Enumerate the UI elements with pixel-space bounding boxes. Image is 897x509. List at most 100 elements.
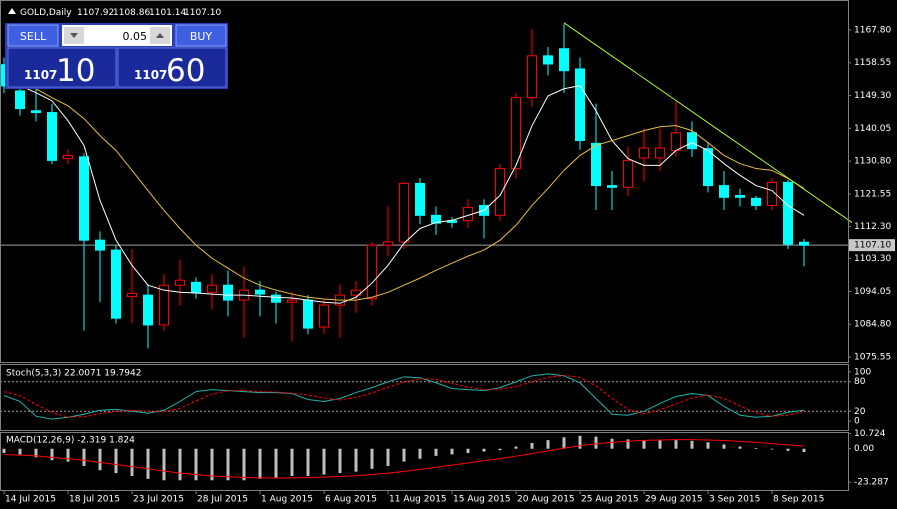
macd-bar (290, 448, 294, 476)
x-tick-label: 14 Jul 2015 (5, 495, 56, 505)
candle-body (783, 181, 793, 245)
candle-body (639, 147, 649, 159)
arrow (156, 33, 164, 38)
macd-bar (514, 446, 518, 449)
lot-value: 0.05 (123, 30, 148, 43)
buy-button[interactable] (175, 24, 227, 47)
macd-bar (34, 448, 38, 458)
ohlc-open: 1107.92 (77, 8, 114, 18)
y-tick-label: 1103.30 (854, 254, 891, 264)
candle-body (175, 279, 185, 286)
x-tick-label: 20 Aug 2015 (517, 495, 575, 505)
macd-bar (690, 440, 694, 449)
main-frame (0, 0, 849, 363)
bid-box[interactable] (7, 47, 117, 88)
candle-body (271, 294, 281, 303)
y-tick-label: 100 (854, 367, 871, 377)
macd-bar (242, 448, 246, 481)
candle-body (303, 299, 313, 329)
macd-bar (306, 448, 310, 476)
candle-body (751, 197, 761, 206)
collapse-icon (8, 8, 16, 14)
macd-bar (114, 448, 118, 474)
x-tick-label: 25 Aug 2015 (581, 495, 639, 505)
candle-body (319, 304, 329, 328)
y-tick-label: 1149.30 (854, 91, 891, 101)
sell-button[interactable] (7, 24, 59, 47)
trade-panel: SELL 0.05 BUY 1107 10 1107 60 (5, 23, 228, 89)
macd-bar (546, 440, 550, 449)
candle-body (431, 214, 441, 224)
candle-body (255, 289, 265, 295)
y-tick-label: 1130.80 (854, 157, 891, 167)
buy-label: BUY (190, 30, 213, 43)
macd-bar (626, 439, 630, 449)
candle-body (111, 249, 121, 319)
candle-body (95, 239, 105, 251)
ask-box[interactable] (117, 47, 227, 88)
macd-bar (530, 442, 534, 449)
y-tick-label: 1140.05 (854, 124, 891, 134)
candle-body (15, 90, 25, 110)
candle-body (607, 185, 617, 188)
y-tick-label: 80 (854, 377, 866, 387)
candle-body (687, 132, 697, 150)
candle-body (287, 299, 297, 303)
y-tick-label: 1167.80 (854, 25, 891, 35)
macd-bar (562, 437, 566, 449)
y-tick-label: 10.724 (854, 429, 886, 439)
y-tick-label: 1158.55 (854, 58, 891, 68)
macd-bar (786, 448, 790, 451)
y-tick-label: 1112.30 (854, 222, 891, 232)
header: GOLD,Daily 1107.92 1108.86 1101.14 1107.… (8, 8, 221, 18)
macd-bar (130, 448, 134, 476)
y-tick-label: 20 (854, 407, 866, 417)
ohlc-low: 1101.14 (149, 8, 186, 18)
lot-input[interactable] (62, 25, 172, 46)
candle-body (31, 110, 41, 114)
candle-body (143, 294, 153, 326)
macd-bar (642, 440, 646, 449)
ohlc-high: 1108.86 (113, 8, 150, 18)
current-price-label: 1107.10 (854, 241, 891, 251)
stoch-line (3, 374, 805, 418)
macd-bar (338, 448, 342, 474)
macd-frame (0, 432, 849, 491)
macd-bar (466, 448, 470, 454)
candle-body (623, 159, 633, 188)
macd-bar (418, 448, 422, 459)
candle-body (703, 148, 713, 187)
macd-bar (722, 444, 726, 449)
macd-bar (754, 448, 758, 449)
macd-bar (434, 448, 438, 456)
macd-bar (82, 448, 86, 466)
macd-bar (50, 448, 54, 461)
candle-body (223, 284, 233, 301)
x-tick-label: 6 Aug 2015 (325, 495, 377, 505)
macd-bar (802, 448, 806, 453)
indicator-title: MACD(12,26,9) -2.319 1.824 (6, 436, 135, 446)
macd-signal (3, 439, 805, 479)
x-tick-label: 8 Sep 2015 (773, 495, 824, 505)
macd-bar (738, 446, 742, 449)
macd-bar (210, 448, 214, 481)
moving-average (19, 85, 805, 304)
macd-bar (18, 448, 22, 455)
y-tick-label: 1121.55 (854, 189, 891, 199)
candle-body (367, 244, 377, 300)
symbol: GOLD,Daily (20, 8, 72, 18)
macd-bar (146, 448, 150, 479)
x-tick-label: 23 Jul 2015 (133, 495, 184, 505)
bid-big: 1107 (24, 68, 57, 82)
macd-bar (66, 448, 70, 462)
macd-bar (706, 442, 710, 449)
x-tick-label: 11 Aug 2015 (389, 495, 447, 505)
macd-bar (226, 448, 230, 481)
sell-label[interactable]: SELL (20, 30, 47, 43)
candle-body (655, 147, 665, 159)
plot-area: 1167.80 1158.55 1149.30 1140.05 1130.80 1121.… (0, 22, 895, 505)
macd-bar (386, 448, 390, 466)
macd-bar (194, 448, 198, 481)
candle-body (511, 97, 521, 170)
